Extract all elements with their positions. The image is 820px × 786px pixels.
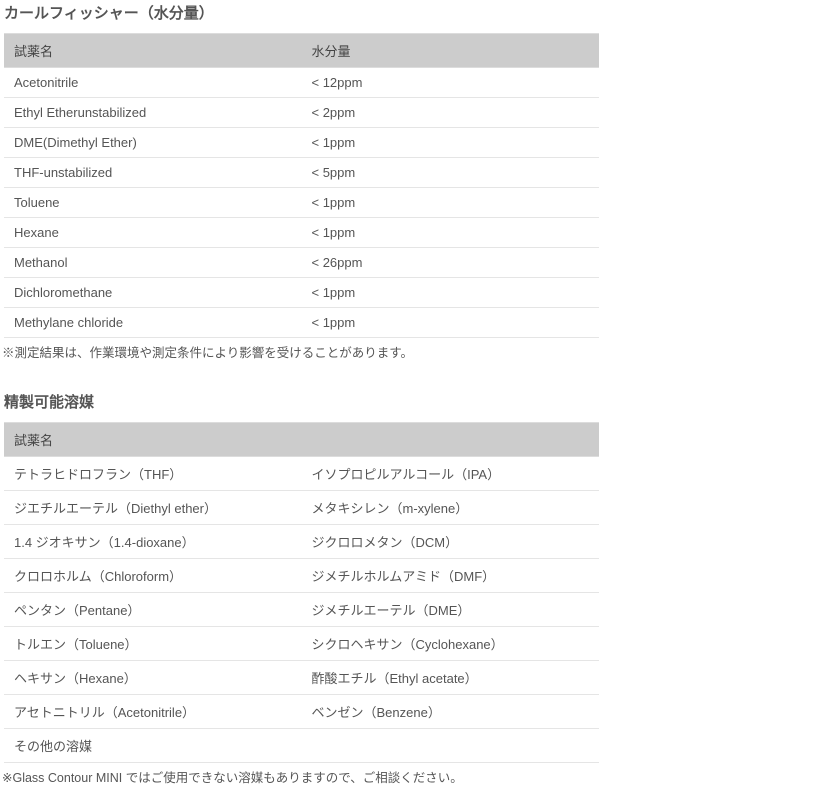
kf-table: 試薬名 水分量 Acetonitrile< 12ppmEthyl Etherun… <box>4 33 599 338</box>
table-header-row: 試薬名 水分量 <box>4 34 599 68</box>
reagent-name: Dichloromethane <box>4 278 302 308</box>
table-row: Toluene< 1ppm <box>4 188 599 218</box>
solvent-right: メタキシレン（m-xylene） <box>302 491 600 525</box>
reagent-name: Methylane chloride <box>4 308 302 338</box>
table-row: アセトニトリル（Acetonitrile）ベンゼン（Benzene） <box>4 695 599 729</box>
table-row: Dichloromethane< 1ppm <box>4 278 599 308</box>
table-row: Hexane< 1ppm <box>4 218 599 248</box>
table-row: Methylane chloride< 1ppm <box>4 308 599 338</box>
solvent-left: ペンタン（Pentane） <box>4 593 302 627</box>
solvent-left: ヘキサン（Hexane） <box>4 661 302 695</box>
reagent-name: Hexane <box>4 218 302 248</box>
moisture-value: < 2ppm <box>302 98 600 128</box>
solvent-right: ジメチルホルムアミド（DMF） <box>302 559 600 593</box>
moisture-value: < 1ppm <box>302 128 600 158</box>
moisture-value: < 1ppm <box>302 218 600 248</box>
solvent-right: ジクロロメタン（DCM） <box>302 525 600 559</box>
table-row: テトラヒドロフラン（THF）イソプロピルアルコール（IPA） <box>4 457 599 491</box>
header-moisture: 水分量 <box>302 34 600 68</box>
moisture-value: < 12ppm <box>302 68 600 98</box>
table-row: ジエチルエーテル（Diethyl ether）メタキシレン（m-xylene） <box>4 491 599 525</box>
table-row: Ethyl Etherunstabilized< 2ppm <box>4 98 599 128</box>
solvent-left: アセトニトリル（Acetonitrile） <box>4 695 302 729</box>
section1-title: カールフィッシャー（水分量） <box>0 0 820 33</box>
table-row: Acetonitrile< 12ppm <box>4 68 599 98</box>
section1-note: ※測定結果は、作業環境や測定条件により影響を受けることがあります。 <box>0 338 820 361</box>
table-row: トルエン（Toluene）シクロヘキサン（Cyclohexane） <box>4 627 599 661</box>
table-row: ヘキサン（Hexane）酢酸エチル（Ethyl acetate） <box>4 661 599 695</box>
reagent-name: Acetonitrile <box>4 68 302 98</box>
table-row: Methanol< 26ppm <box>4 248 599 278</box>
table-header-row: 試薬名 <box>4 423 599 457</box>
solvent-right: イソプロピルアルコール（IPA） <box>302 457 600 491</box>
solvent-left: その他の溶媒 <box>4 729 302 763</box>
moisture-value: < 1ppm <box>302 188 600 218</box>
reagent-name: Methanol <box>4 248 302 278</box>
solvent-right: ジメチルエーテル（DME） <box>302 593 600 627</box>
solvent-left: ジエチルエーテル（Diethyl ether） <box>4 491 302 525</box>
section2-title: 精製可能溶媒 <box>0 389 820 422</box>
moisture-value: < 5ppm <box>302 158 600 188</box>
table-row: 1.4 ジオキサン（1.4-dioxane）ジクロロメタン（DCM） <box>4 525 599 559</box>
reagent-name: Toluene <box>4 188 302 218</box>
moisture-value: < 1ppm <box>302 308 600 338</box>
solvent-right: シクロヘキサン（Cyclohexane） <box>302 627 600 661</box>
solvent-table: 試薬名 テトラヒドロフラン（THF）イソプロピルアルコール（IPA）ジエチルエー… <box>4 422 599 763</box>
section2-note: ※Glass Contour MINI ではご使用できない溶媒もありますので、ご… <box>0 763 820 786</box>
header-name: 試薬名 <box>4 34 302 68</box>
solvent-left: テトラヒドロフラン（THF） <box>4 457 302 491</box>
table-row: その他の溶媒 <box>4 729 599 763</box>
solvent-right <box>302 729 600 763</box>
reagent-name: THF-unstabilized <box>4 158 302 188</box>
table-row: THF-unstabilized< 5ppm <box>4 158 599 188</box>
solvent-right: ベンゼン（Benzene） <box>302 695 600 729</box>
reagent-name: DME(Dimethyl Ether) <box>4 128 302 158</box>
solvent-left: トルエン（Toluene） <box>4 627 302 661</box>
reagent-name: Ethyl Etherunstabilized <box>4 98 302 128</box>
solvent-left: クロロホルム（Chloroform） <box>4 559 302 593</box>
moisture-value: < 1ppm <box>302 278 600 308</box>
solvent-left: 1.4 ジオキサン（1.4-dioxane） <box>4 525 302 559</box>
moisture-value: < 26ppm <box>302 248 600 278</box>
table-row: クロロホルム（Chloroform）ジメチルホルムアミド（DMF） <box>4 559 599 593</box>
header-name2: 試薬名 <box>4 423 599 457</box>
solvent-right: 酢酸エチル（Ethyl acetate） <box>302 661 600 695</box>
table-row: DME(Dimethyl Ether)< 1ppm <box>4 128 599 158</box>
table-row: ペンタン（Pentane）ジメチルエーテル（DME） <box>4 593 599 627</box>
